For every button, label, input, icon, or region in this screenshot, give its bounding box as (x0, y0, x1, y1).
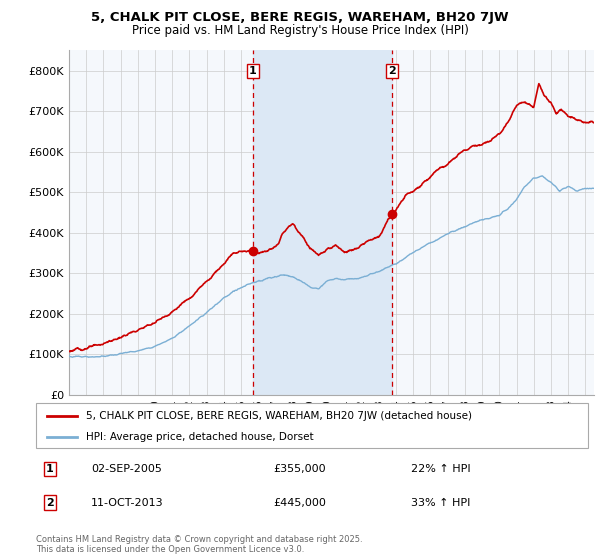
FancyBboxPatch shape (36, 403, 588, 448)
Text: Price paid vs. HM Land Registry's House Price Index (HPI): Price paid vs. HM Land Registry's House … (131, 24, 469, 36)
Text: 5, CHALK PIT CLOSE, BERE REGIS, WAREHAM, BH20 7JW: 5, CHALK PIT CLOSE, BERE REGIS, WAREHAM,… (91, 11, 509, 24)
Text: Contains HM Land Registry data © Crown copyright and database right 2025.
This d: Contains HM Land Registry data © Crown c… (36, 535, 362, 554)
Text: 1: 1 (249, 66, 257, 76)
Text: 2: 2 (388, 66, 396, 76)
Text: 33% ↑ HPI: 33% ↑ HPI (412, 498, 471, 507)
Text: 11-OCT-2013: 11-OCT-2013 (91, 498, 164, 507)
Text: HPI: Average price, detached house, Dorset: HPI: Average price, detached house, Dors… (86, 432, 313, 442)
Text: 1: 1 (46, 464, 53, 474)
Text: 22% ↑ HPI: 22% ↑ HPI (412, 464, 471, 474)
Text: £445,000: £445,000 (274, 498, 326, 507)
Text: £355,000: £355,000 (274, 464, 326, 474)
Text: 2: 2 (46, 498, 53, 507)
Bar (253, 50, 392, 395)
Text: 02-SEP-2005: 02-SEP-2005 (91, 464, 162, 474)
Text: 5, CHALK PIT CLOSE, BERE REGIS, WAREHAM, BH20 7JW (detached house): 5, CHALK PIT CLOSE, BERE REGIS, WAREHAM,… (86, 410, 472, 421)
